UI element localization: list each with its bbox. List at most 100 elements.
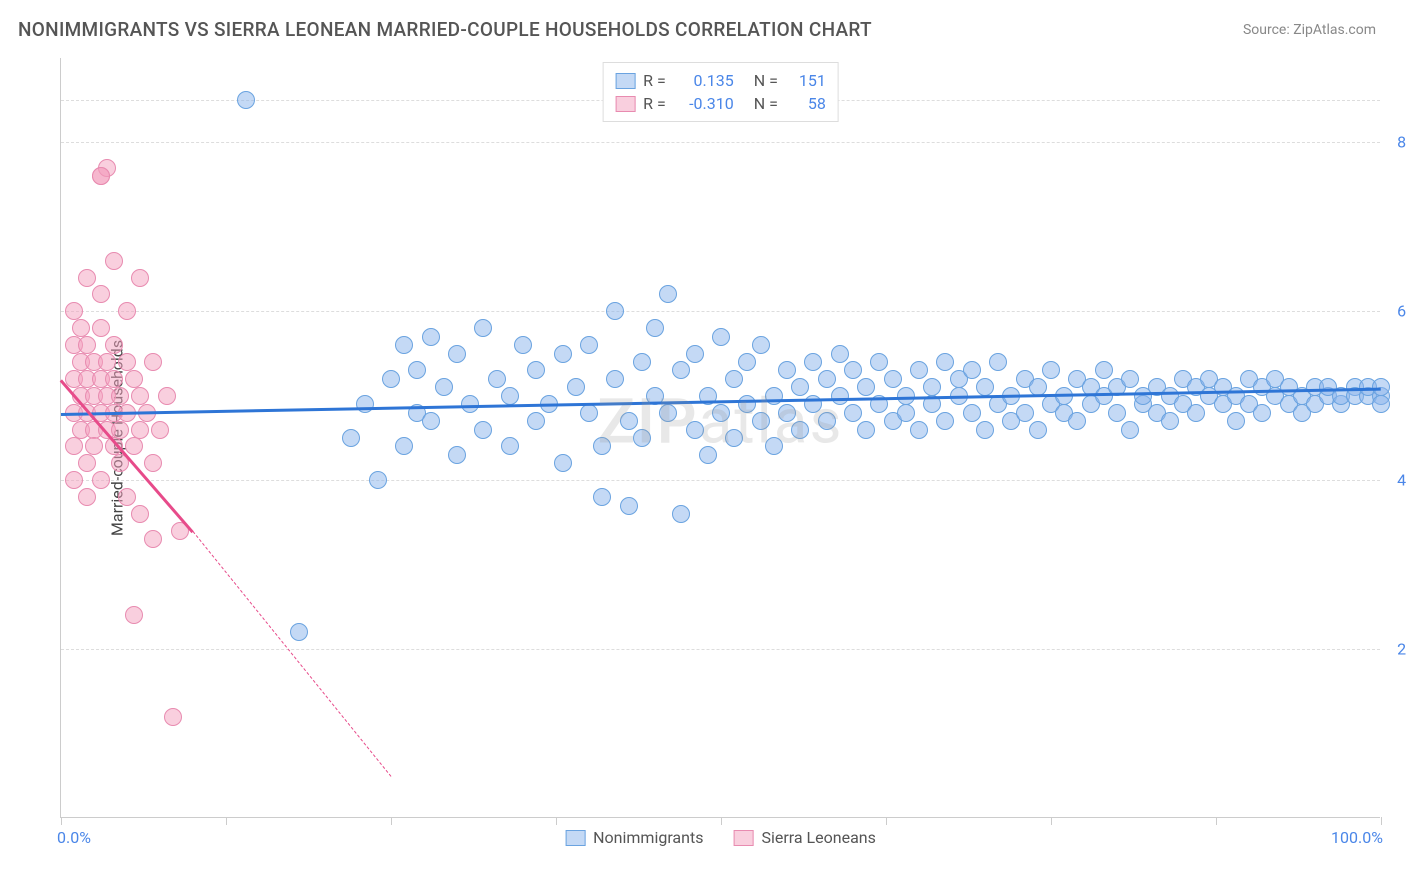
data-point: [712, 404, 730, 422]
gridline: [61, 311, 1380, 312]
source-label: Source: ZipAtlas.com: [1243, 22, 1376, 38]
data-point: [118, 302, 136, 320]
data-point: [725, 429, 743, 447]
data-point: [144, 454, 162, 472]
data-point: [778, 404, 796, 422]
data-point: [92, 285, 110, 303]
data-point: [897, 404, 915, 422]
data-point: [78, 269, 96, 287]
data-point: [356, 395, 374, 413]
data-point: [514, 336, 532, 354]
data-point: [1029, 421, 1047, 439]
data-point: [131, 269, 149, 287]
x-tick: [1381, 817, 1382, 825]
data-point: [118, 353, 136, 371]
data-point: [844, 404, 862, 422]
gridline: [61, 480, 1380, 481]
data-point: [1121, 421, 1139, 439]
data-point: [672, 361, 690, 379]
data-point: [606, 302, 624, 320]
data-point: [738, 395, 756, 413]
legend-row: R =-0.310N =58: [615, 92, 826, 115]
data-point: [831, 345, 849, 363]
data-point: [620, 497, 638, 515]
legend-n-value: 58: [786, 94, 826, 113]
legend-r-label: R =: [643, 71, 666, 90]
data-point: [111, 387, 129, 405]
data-point: [78, 488, 96, 506]
y-tick-label: 80.0%: [1397, 133, 1406, 152]
data-point: [527, 412, 545, 430]
data-point: [342, 429, 360, 447]
legend-r-value: -0.310: [674, 94, 734, 113]
data-point: [151, 421, 169, 439]
y-tick-label: 60.0%: [1397, 302, 1406, 321]
correlation-legend: R =0.135N =151R =-0.310N =58: [602, 62, 839, 122]
legend-series-item: Nonimmigrants: [565, 828, 703, 847]
data-point: [1372, 395, 1390, 413]
data-point: [844, 361, 862, 379]
data-point: [369, 471, 387, 489]
x-tick: [61, 817, 62, 825]
data-point: [1042, 361, 1060, 379]
data-point: [408, 361, 426, 379]
data-point: [1187, 404, 1205, 422]
data-point: [125, 606, 143, 624]
gridline: [61, 649, 1380, 650]
data-point: [164, 708, 182, 726]
data-point: [765, 437, 783, 455]
legend-series-label: Sierra Leoneans: [761, 828, 875, 847]
legend-swatch: [615, 96, 635, 112]
data-point: [580, 404, 598, 422]
data-point: [1016, 404, 1034, 422]
data-point: [105, 336, 123, 354]
data-point: [791, 378, 809, 396]
data-point: [131, 387, 149, 405]
data-point: [125, 370, 143, 388]
data-point: [488, 370, 506, 388]
data-point: [738, 353, 756, 371]
legend-r-value: 0.135: [674, 71, 734, 90]
x-tick: [226, 817, 227, 825]
data-point: [580, 336, 598, 354]
x-tick: [1216, 817, 1217, 825]
data-point: [725, 370, 743, 388]
legend-swatch: [565, 830, 585, 846]
data-point: [910, 361, 928, 379]
legend-n-label: N =: [754, 71, 778, 90]
data-point: [501, 387, 519, 405]
data-point: [1121, 370, 1139, 388]
legend-swatch: [733, 830, 753, 846]
legend-r-label: R =: [643, 94, 666, 113]
data-point: [963, 404, 981, 422]
data-point: [936, 353, 954, 371]
data-point: [448, 446, 466, 464]
data-point: [818, 412, 836, 430]
data-point: [699, 446, 717, 464]
data-point: [593, 488, 611, 506]
plot-region: Married-couple Households ZIPatlas R =0.…: [60, 58, 1380, 818]
data-point: [131, 505, 149, 523]
data-point: [435, 378, 453, 396]
data-point: [791, 421, 809, 439]
data-point: [633, 353, 651, 371]
data-point: [501, 437, 519, 455]
data-point: [936, 412, 954, 430]
data-point: [92, 167, 110, 185]
data-point: [686, 421, 704, 439]
data-point: [1253, 404, 1271, 422]
legend-series-item: Sierra Leoneans: [733, 828, 875, 847]
data-point: [686, 345, 704, 363]
data-point: [144, 530, 162, 548]
data-point: [765, 387, 783, 405]
data-point: [92, 471, 110, 489]
data-point: [395, 437, 413, 455]
data-point: [659, 285, 677, 303]
data-point: [976, 421, 994, 439]
y-tick-label: 20.0%: [1397, 640, 1406, 659]
trend-line-extrapolated: [193, 531, 392, 777]
data-point: [118, 488, 136, 506]
data-point: [554, 345, 572, 363]
data-point: [474, 319, 492, 337]
x-tick: [721, 817, 722, 825]
